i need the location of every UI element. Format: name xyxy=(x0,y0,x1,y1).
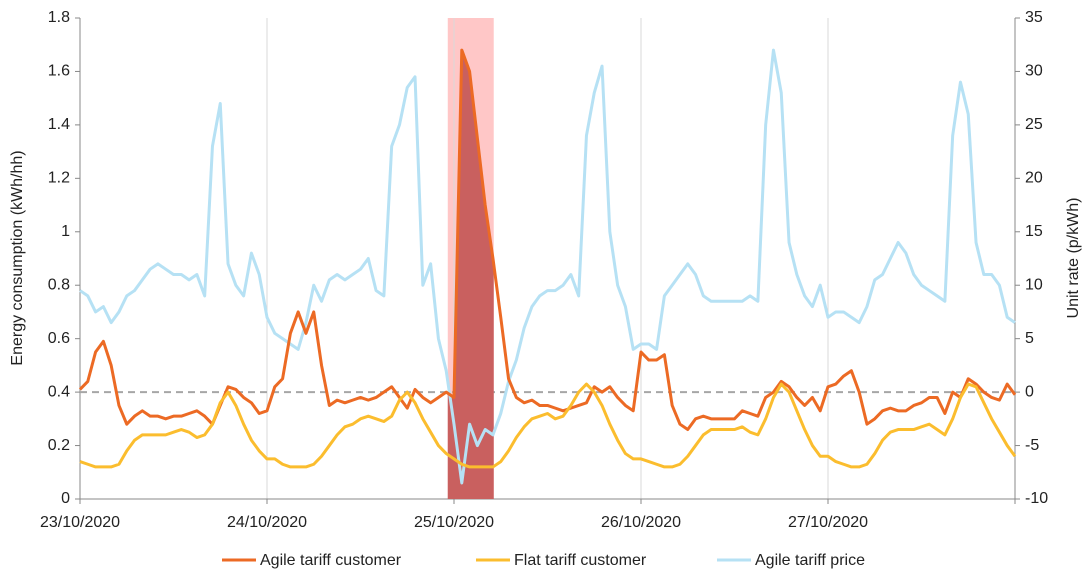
y2-axis-title: Unit rate (p/kWh) xyxy=(1065,198,1082,319)
y-axis-title: Energy consumption (kWh/hh) xyxy=(9,150,26,365)
y2-tick-label: 25 xyxy=(1025,116,1043,133)
y-tick-label: 0.4 xyxy=(48,383,70,400)
y2-tick-label: 35 xyxy=(1025,9,1043,26)
x-tick-label: 27/10/2020 xyxy=(788,514,868,531)
y-tick-label: 1.6 xyxy=(48,63,70,80)
y2-tick-label: 0 xyxy=(1025,383,1034,400)
y-tick-label: 0.8 xyxy=(48,276,70,293)
y2-tick-label: 10 xyxy=(1025,276,1043,293)
series-line xyxy=(79,382,1017,469)
y-tick-label: 1.2 xyxy=(48,170,70,187)
y-tick-label: 0.2 xyxy=(48,437,70,454)
highlight-area xyxy=(447,50,494,499)
y2-tick-label: -10 xyxy=(1025,490,1048,507)
y2-tick-label: 5 xyxy=(1025,330,1034,347)
series-line xyxy=(78,48,1017,432)
y2-tick-label: -5 xyxy=(1025,437,1039,454)
y-tick-label: 1.4 xyxy=(48,116,70,133)
legend-label: Agile tariff customer xyxy=(260,552,402,569)
y2-tick-label: 20 xyxy=(1025,170,1043,187)
y-tick-label: 1 xyxy=(61,223,70,240)
x-tick-label: 24/10/2020 xyxy=(227,514,307,531)
x-tick-label: 23/10/2020 xyxy=(40,514,120,531)
legend-label: Flat tariff customer xyxy=(514,552,647,569)
y-tick-label: 0 xyxy=(61,490,70,507)
y2-tick-label: 15 xyxy=(1025,223,1043,240)
x-tick-label: 25/10/2020 xyxy=(414,514,494,531)
y-tick-label: 1.8 xyxy=(48,9,70,26)
x-tick-label: 26/10/2020 xyxy=(601,514,681,531)
y2-tick-label: 30 xyxy=(1025,63,1043,80)
y-tick-label: 0.6 xyxy=(48,330,70,347)
series-line xyxy=(79,48,1016,485)
legend-label: Agile tariff price xyxy=(755,552,865,569)
